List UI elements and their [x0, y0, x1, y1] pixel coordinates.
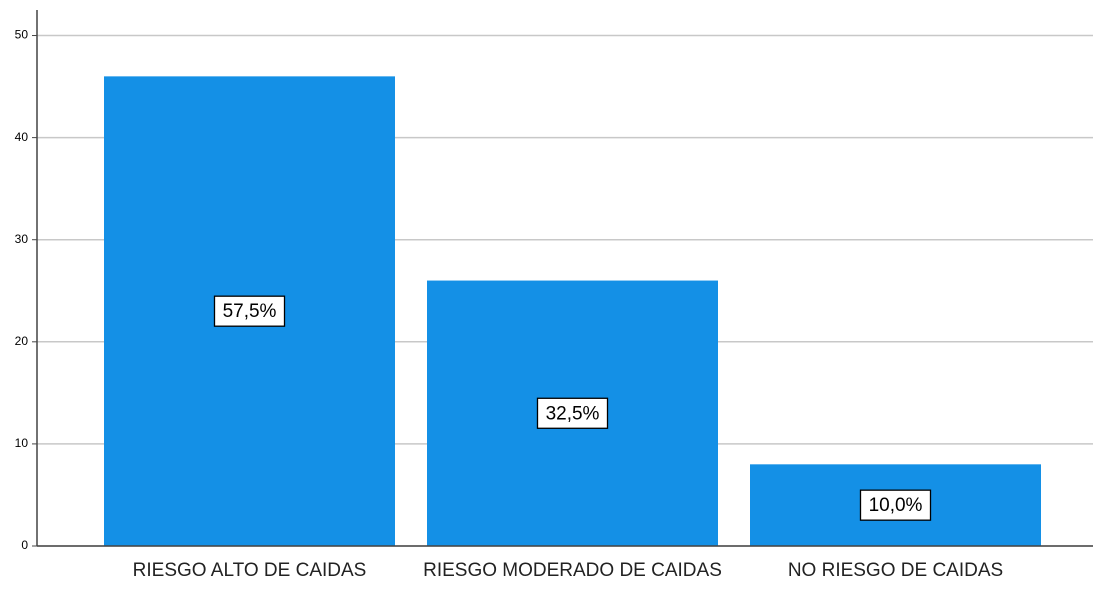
label-box [213, 295, 286, 327]
data-label: 32,5% [546, 403, 600, 424]
data-label: 10,0% [869, 495, 923, 516]
y-tick-label: 40 [15, 130, 29, 144]
y-tick-label: 50 [15, 28, 29, 42]
x-tick-label: RIESGO MODERADO DE CAIDAS [423, 560, 722, 581]
data-label: 57,5% [223, 301, 277, 322]
y-tick-label: 10 [15, 436, 29, 450]
label-box [859, 489, 932, 521]
label-box [536, 397, 609, 429]
y-tick-label: 30 [15, 232, 29, 246]
x-tick-label: RIESGO ALTO DE CAIDAS [132, 560, 367, 581]
y-tick-label: 20 [15, 334, 29, 348]
y-tick-label: 0 [21, 538, 28, 552]
x-tick-label: NO RIESGO DE CAIDAS [787, 560, 1004, 581]
